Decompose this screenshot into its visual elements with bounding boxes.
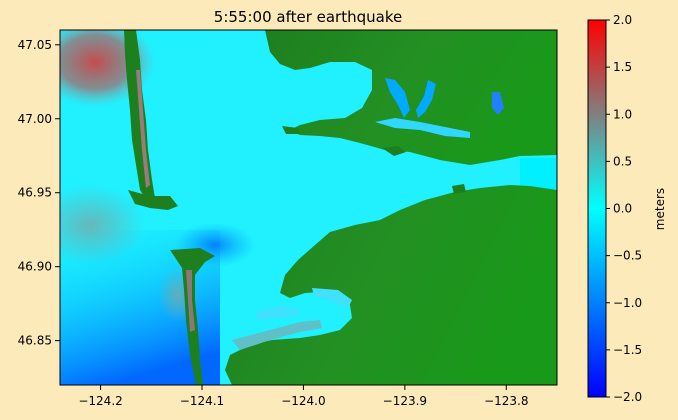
y-tick-label: 46.85 xyxy=(18,334,52,348)
colorbar-axis: −2.0 −1.5 −1.0 −0.5 0.0 0.5 1.0 1.5 2.0 xyxy=(606,13,642,404)
x-tick-label: −123.8 xyxy=(484,394,528,408)
x-tick-label: −124.2 xyxy=(78,394,122,408)
colorbar-tick-label: 0.5 xyxy=(613,154,632,168)
land-south xyxy=(225,185,557,385)
inlet-south-1 xyxy=(232,320,322,350)
colorbar-tick-label: 1.0 xyxy=(613,107,632,121)
y-tick-label: 47.00 xyxy=(18,112,52,126)
inlet-south-2 xyxy=(312,288,352,308)
y-tick-label: 46.95 xyxy=(18,186,52,200)
x-tick-label: −123.9 xyxy=(383,394,427,408)
island-1 xyxy=(382,146,406,156)
colorbar-label: meters xyxy=(653,188,667,230)
inlet-north-2 xyxy=(416,80,436,118)
x-tick-label: −124.1 xyxy=(180,394,224,408)
colorbar-tick-label: 2.0 xyxy=(613,13,632,27)
inlet-north-3 xyxy=(492,92,504,115)
colorbar-tick-label: −1.5 xyxy=(613,343,642,357)
east-channel xyxy=(520,158,557,190)
inlet-south-3 xyxy=(255,306,300,320)
grey-anomaly-west xyxy=(60,185,145,265)
colorbar-tick-label: −1.0 xyxy=(613,296,642,310)
inlet-north-1 xyxy=(385,78,410,118)
colorbar-tick-label: −2.0 xyxy=(613,390,642,404)
plot-frame xyxy=(59,29,558,386)
map-plot xyxy=(60,30,557,385)
colorbar-tick-label: 0.0 xyxy=(613,202,632,216)
y-tick-label: 47.05 xyxy=(18,38,52,52)
peninsula-grey-strip xyxy=(136,70,150,188)
x-axis: −124.2 −124.1 −124.0 −123.9 −123.8 xyxy=(78,385,528,408)
colorbar-tick-label: 1.5 xyxy=(613,60,632,74)
spit-grey-strip xyxy=(186,270,195,332)
land-north xyxy=(265,30,557,165)
peninsula-tip xyxy=(128,190,178,210)
colorbar xyxy=(587,19,607,398)
island-2 xyxy=(452,184,466,194)
inlet-channel-north xyxy=(375,118,470,138)
y-tick-label: 46.90 xyxy=(18,260,52,274)
y-axis: 46.85 46.90 46.95 47.00 47.05 xyxy=(18,38,60,348)
x-tick-label: −124.0 xyxy=(281,394,325,408)
colorbar-tick-label: −0.5 xyxy=(613,249,642,263)
island-3 xyxy=(282,126,300,134)
chart-title: 5:55:00 after earthquake xyxy=(214,8,402,26)
